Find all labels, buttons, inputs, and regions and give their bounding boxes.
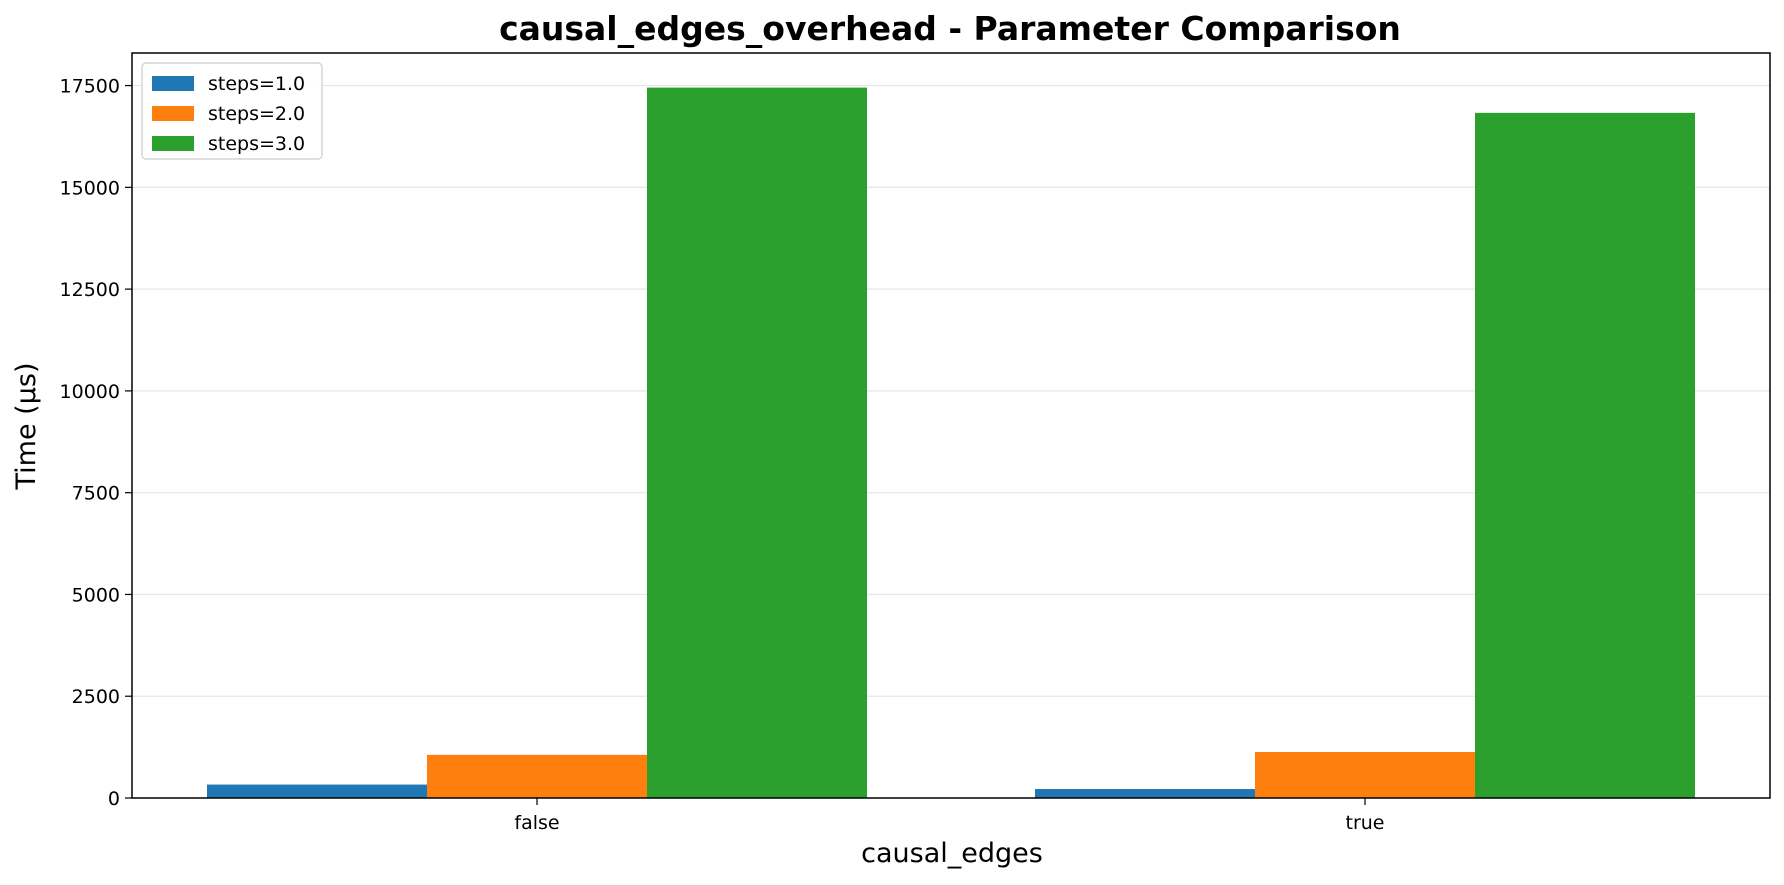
x-tick-label: false xyxy=(514,812,559,834)
bar-steps-1-0-true xyxy=(1035,789,1255,798)
legend-swatch xyxy=(152,106,194,121)
y-tick-label: 0 xyxy=(108,788,120,810)
y-tick-label: 2500 xyxy=(72,686,120,708)
bar-steps-1-0-false xyxy=(207,784,427,798)
y-tick-label: 10000 xyxy=(60,381,120,403)
x-tick-label: true xyxy=(1346,812,1385,834)
legend-label: steps=3.0 xyxy=(208,133,305,155)
legend-label: steps=1.0 xyxy=(208,73,305,95)
y-tick-label: 15000 xyxy=(60,177,120,199)
bar-steps-2-0-false xyxy=(427,754,647,798)
x-axis-label: causal_edges xyxy=(861,838,1043,869)
legend: steps=1.0 steps=2.0 steps=3.0 xyxy=(141,62,323,160)
y-tick-label: 12500 xyxy=(60,279,120,301)
y-tick-label: 5000 xyxy=(72,584,120,606)
plot-frame xyxy=(131,52,1771,799)
chart-title: causal_edges_overhead - Parameter Compar… xyxy=(499,9,1401,48)
legend-label: steps=2.0 xyxy=(208,103,305,125)
x-axis-ticks: false true xyxy=(514,798,1385,834)
bar-steps-2-0-true xyxy=(1255,751,1475,798)
y-axis-label: Time (µs) xyxy=(11,363,42,491)
legend-swatch xyxy=(152,136,194,151)
y-axis-ticks: 0 2500 5000 7500 10000 12500 15000 17500 xyxy=(60,76,132,810)
y-tick-label: 7500 xyxy=(72,483,120,505)
bar-steps-3-0-true xyxy=(1475,112,1695,799)
bar-steps-3-0-false xyxy=(647,87,867,799)
bars xyxy=(207,87,1695,799)
y-tick-label: 17500 xyxy=(60,76,120,98)
legend-swatch xyxy=(152,76,194,91)
